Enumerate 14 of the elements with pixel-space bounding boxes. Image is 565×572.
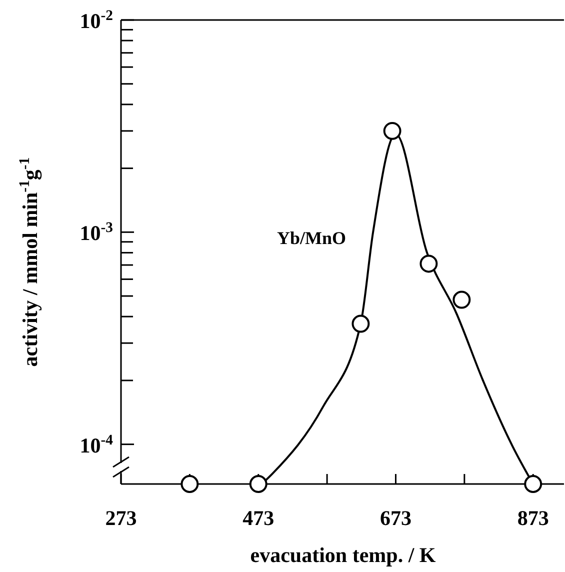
y-tick-label: 10$^{-4}$ (80, 432, 114, 458)
x-tick-label: 673 (380, 506, 412, 530)
point (352, 314, 370, 333)
x-tick-label: 273 (105, 506, 137, 530)
point (420, 254, 438, 273)
point (452, 290, 471, 309)
y-tick-label: 10$^{-2}$ (80, 8, 113, 33)
annotation: Yb/MnO (277, 228, 346, 248)
point (383, 122, 402, 140)
x-axis-title: evacuation temp. / K (250, 543, 436, 567)
y-tick-label: 10$^{-3}$ (80, 220, 113, 246)
point (180, 475, 199, 493)
x-tick-label: 473 (242, 506, 274, 530)
x-tick-label: 873 (517, 506, 549, 530)
